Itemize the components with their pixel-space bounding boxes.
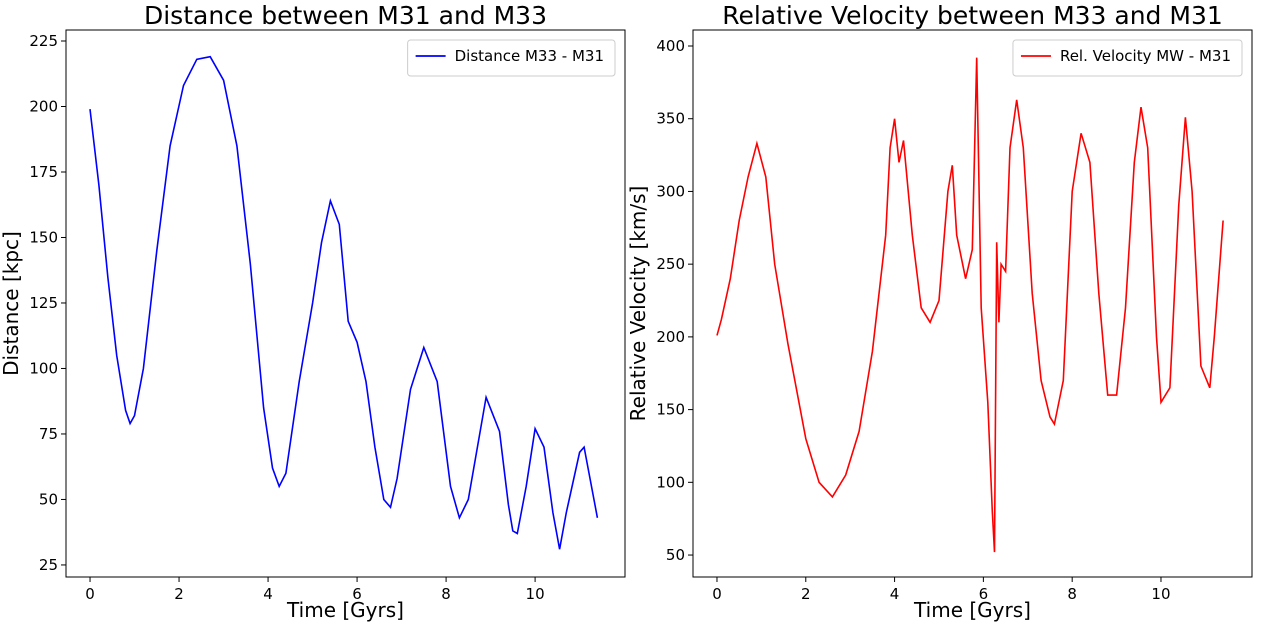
legend-label: Rel. Velocity MW - M31	[1060, 47, 1231, 65]
x-tick-label: 8	[1067, 585, 1077, 603]
y-axis-label: Distance [kpc]	[0, 231, 23, 376]
x-tick-label: 6	[352, 585, 362, 603]
legend-label: Distance M33 - M31	[455, 47, 604, 65]
y-tick-label: 100	[29, 359, 58, 377]
y-axis-label: Relative Velocity [km/s]	[626, 186, 650, 422]
x-tick-label: 0	[85, 585, 95, 603]
y-tick-label: 225	[29, 32, 58, 50]
plot-frame	[692, 29, 1253, 578]
legend: Distance M33 - M31	[407, 39, 616, 77]
y-tick-label: 50	[39, 490, 58, 508]
y-tick-label: 200	[656, 328, 685, 346]
line	[89, 55, 599, 550]
legend-box	[1012, 39, 1243, 77]
y-tick-label: 100	[656, 473, 685, 491]
y-tick-label: 350	[656, 110, 685, 128]
y-tick-label: 25	[39, 556, 58, 574]
y-tick-label: 175	[29, 163, 58, 181]
y-tick-label: 125	[29, 294, 58, 312]
y-tick-label: 75	[39, 425, 58, 443]
y-tick-label: 250	[656, 255, 685, 273]
y-tick-label: 200	[29, 97, 58, 115]
y-tick-label: 400	[656, 37, 685, 55]
y-tick-label: 50	[666, 546, 685, 564]
chart-title: Relative Velocity between M33 and M31	[722, 1, 1223, 30]
x-tick-label: 4	[263, 585, 273, 603]
y-tick-label: 150	[656, 401, 685, 419]
x-tick-label: 2	[174, 585, 184, 603]
x-tick-label: 4	[890, 585, 900, 603]
line	[716, 57, 1224, 553]
chart-title: Distance between M31 and M33	[144, 1, 547, 30]
x-axis-label: Time [Gyrs]	[913, 598, 1031, 622]
x-axis-label: Time [Gyrs]	[286, 598, 404, 622]
x-tick-label: 2	[801, 585, 811, 603]
x-tick-label: 10	[526, 585, 545, 603]
legend: Rel. Velocity MW - M31	[1012, 39, 1243, 77]
plot-frame	[65, 29, 626, 578]
x-tick-label: 6	[979, 585, 989, 603]
x-tick-label: 10	[1151, 585, 1170, 603]
y-tick-label: 300	[656, 182, 685, 200]
y-tick-label: 150	[29, 228, 58, 246]
x-tick-label: 0	[712, 585, 722, 603]
legend-box	[407, 39, 616, 77]
x-tick-label: 8	[441, 585, 451, 603]
